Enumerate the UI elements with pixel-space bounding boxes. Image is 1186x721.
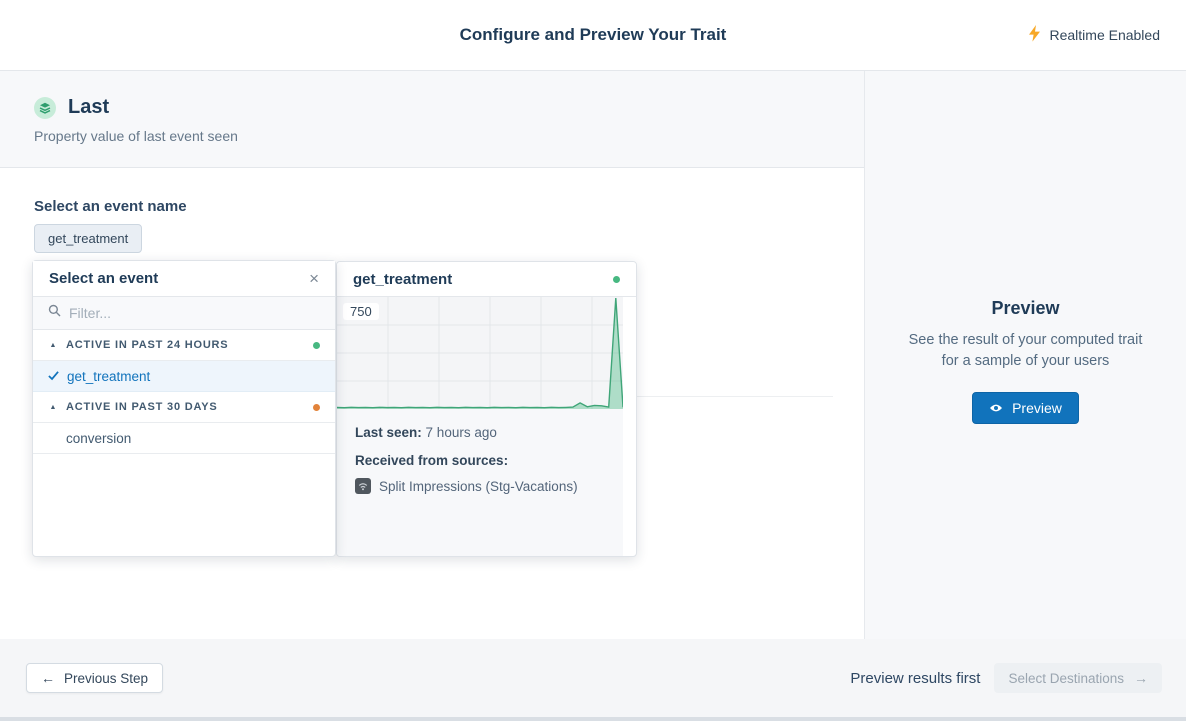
- header: Configure and Preview Your Trait Realtim…: [0, 0, 1186, 71]
- orange-status-dot: [313, 403, 320, 411]
- filter-input[interactable]: [69, 305, 320, 321]
- content-divider-line: [637, 396, 833, 397]
- select-destinations-button[interactable]: Select Destinations →: [994, 663, 1162, 693]
- source-name: Split Impressions (Stg-Vacations): [379, 478, 578, 494]
- preview-sidebar: Preview See the result of your computed …: [864, 71, 1186, 639]
- event-detail-panel: get_treatment 750 Last seen: 7 hours ago…: [336, 261, 637, 557]
- group-active-24h[interactable]: ▲ ACTIVE IN PAST 24 HOURS: [33, 330, 335, 361]
- footer: ← Previous Step Preview results first Se…: [0, 639, 1186, 717]
- green-status-dot: [613, 275, 620, 283]
- chart-ymax-label: 750: [343, 303, 379, 320]
- last-seen-label: Last seen:: [355, 425, 422, 440]
- trait-header-section: Last Property value of last event seen: [0, 71, 864, 168]
- back-arrow-icon: ←: [41, 670, 55, 686]
- realtime-label: Realtime Enabled: [1049, 27, 1160, 43]
- previous-step-button[interactable]: ← Previous Step: [26, 663, 164, 693]
- forward-arrow-icon: →: [1134, 670, 1148, 686]
- filter-row: [33, 296, 335, 330]
- selected-event-chip[interactable]: get_treatment: [34, 224, 143, 253]
- event-option-get-treatment[interactable]: get_treatment: [33, 361, 335, 392]
- collapse-triangle-icon: ▲: [49, 403, 57, 411]
- source-row: Split Impressions (Stg-Vacations): [355, 478, 605, 494]
- preview-description: See the result of your computed trait fo…: [908, 332, 1143, 370]
- check-icon: [48, 369, 59, 384]
- eye-icon: [989, 400, 1003, 416]
- close-icon[interactable]: ×: [309, 269, 319, 288]
- search-icon: [48, 304, 61, 322]
- event-detail-info: Last seen: 7 hours ago Received from sou…: [337, 409, 623, 556]
- event-detail-title: get_treatment: [353, 270, 453, 288]
- preview-title: Preview: [991, 298, 1060, 318]
- page-title: Configure and Preview Your Trait: [459, 25, 727, 44]
- event-volume-chart: 750: [337, 297, 623, 409]
- event-option-conversion[interactable]: conversion: [33, 423, 335, 454]
- preview-button[interactable]: Preview: [972, 391, 1079, 424]
- preview-first-hint: Preview results first: [850, 669, 981, 687]
- last-seen-value: 7 hours ago: [425, 425, 497, 440]
- green-status-dot: [313, 341, 320, 349]
- collapse-triangle-icon: ▲: [49, 341, 57, 349]
- trait-name: Last: [68, 96, 110, 118]
- event-select-panel-title: Select an event: [49, 270, 159, 287]
- event-name-label: Select an event name: [34, 198, 187, 215]
- event-config-section: Select an event name get_treatment: [0, 168, 864, 283]
- trait-description: Property value of last event seen: [34, 128, 238, 144]
- layers-icon: [34, 96, 56, 119]
- split-source-icon: [355, 478, 371, 494]
- group-active-30d[interactable]: ▲ ACTIVE IN PAST 30 DAYS: [33, 392, 335, 423]
- realtime-badge: Realtime Enabled: [1028, 25, 1160, 45]
- lightning-bolt-icon: [1028, 25, 1041, 45]
- sources-label: Received from sources:: [355, 453, 509, 468]
- event-select-panel: Select an event × ▲ ACTIVE IN PAST 24 HO…: [32, 260, 336, 557]
